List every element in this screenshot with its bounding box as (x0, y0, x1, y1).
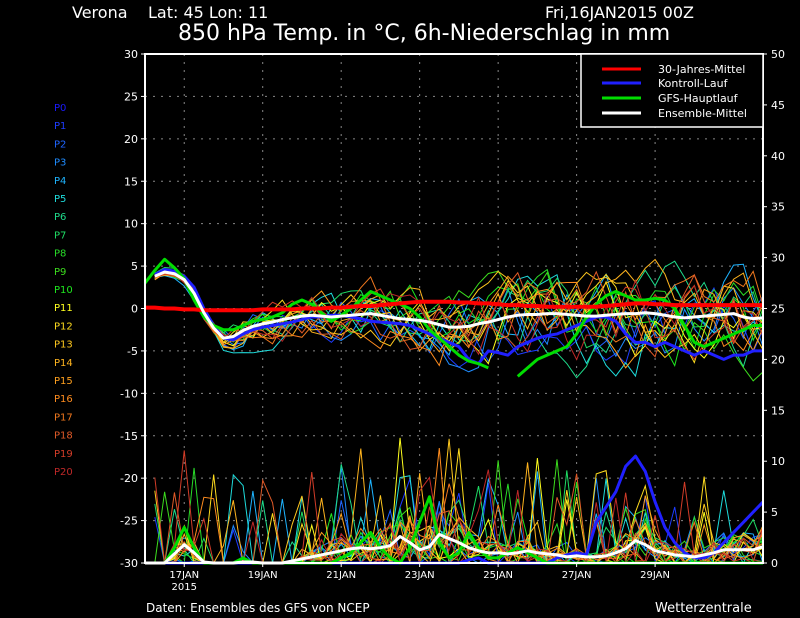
member-temp-line (154, 269, 764, 369)
member-label-p8: P8 (54, 249, 66, 260)
right-tick-label: 0 (771, 557, 778, 570)
x-tick-sublabel: 2015 (172, 582, 197, 593)
member-label-p4: P4 (54, 176, 66, 187)
x-tick-label: 25JAN (483, 570, 513, 581)
left-tick-label: 10 (124, 218, 138, 231)
right-tick-label: 45 (771, 99, 785, 112)
member-label-p14: P14 (54, 358, 73, 369)
member-label-p10: P10 (54, 285, 73, 296)
member-label-p16: P16 (54, 394, 73, 405)
left-tick-label: 25 (124, 90, 138, 103)
member-precip-line (154, 469, 764, 565)
right-tick-label: 15 (771, 404, 785, 417)
mean-temp-line (154, 270, 764, 340)
member-label-p7: P7 (54, 230, 66, 241)
member-label-p9: P9 (54, 267, 66, 278)
right-tick-label: 50 (771, 48, 785, 61)
mean-precip-line (145, 532, 764, 565)
member-label-p15: P15 (54, 376, 73, 387)
member-label-p11: P11 (54, 303, 73, 314)
member-label-p0: P0 (54, 103, 66, 114)
x-tick-label: 19JAN (248, 570, 278, 581)
legend-label-climate: 30-Jahres-Mittel (658, 63, 745, 76)
member-label-p5: P5 (54, 194, 66, 205)
location-label: Verona (72, 3, 128, 22)
member-labels: P0 P1 P2 P3 P4 P5 P6 P7 P8 P9 P10 P11 P12 P13 P14 P15 P1… (54, 103, 73, 478)
gfs-temp-line (516, 290, 763, 378)
gfs-temp-line (143, 257, 489, 370)
brand-label: Wetterzentrale (655, 601, 752, 616)
x-tick-label: 29JAN (640, 570, 670, 581)
x-tick-label: 23JAN (405, 570, 435, 581)
left-tick-label: -20 (120, 472, 138, 485)
chart-title: 850 hPa Temp. in °C, 6h-Niederschlag in … (178, 21, 670, 46)
right-tick-label: 40 (771, 150, 785, 163)
left-tick-label: -30 (120, 557, 138, 570)
legend-label-control: Kontroll-Lauf (658, 77, 729, 90)
right-tick-label: 25 (771, 303, 785, 316)
left-tick-label: 5 (131, 260, 138, 273)
control-temp-line (154, 267, 763, 366)
right-tick-label: 5 (771, 506, 778, 519)
member-temp-line (154, 273, 764, 361)
member-label-p12: P12 (54, 321, 73, 332)
grid-lines (145, 54, 763, 563)
left-axis-ticks: 30 25 20 15 10 5 0 -5 -10 -15 -20 -25 -30 (120, 48, 145, 570)
right-tick-label: 20 (771, 353, 785, 366)
left-tick-label: 20 (124, 133, 138, 146)
member-label-p13: P13 (54, 340, 73, 351)
climate-mean-line (145, 299, 763, 313)
right-tick-label: 10 (771, 455, 785, 468)
legend: 30-Jahres-Mittel Kontroll-Lauf GFS-Haupt… (580, 53, 764, 128)
left-tick-label: -10 (120, 387, 138, 400)
member-label-p17: P17 (54, 412, 73, 423)
member-label-p18: P18 (54, 431, 73, 442)
right-tick-label: 30 (771, 252, 785, 265)
legend-label-gfs: GFS-Hauptlauf (658, 92, 739, 105)
x-tick-label: 17JAN (169, 570, 199, 581)
member-label-p2: P2 (54, 139, 66, 150)
left-tick-label: -5 (127, 345, 138, 358)
member-label-p20: P20 (54, 467, 73, 478)
left-tick-label: 30 (124, 48, 138, 61)
left-tick-label: -15 (120, 430, 138, 443)
member-label-p3: P3 (54, 158, 66, 169)
legend-label-mean: Ensemble-Mittel (658, 107, 747, 120)
run-label: Fri,16JAN2015 00Z (545, 3, 694, 22)
x-tick-label: 27JAN (562, 570, 592, 581)
member-label-p19: P19 (54, 449, 73, 460)
member-label-p6: P6 (54, 212, 66, 223)
data-source: Daten: Ensembles des GFS von NCEP (146, 601, 370, 615)
left-tick-label: -25 (120, 515, 138, 528)
x-tick-label: 21JAN (326, 570, 356, 581)
left-tick-label: 0 (131, 303, 138, 316)
member-label-p1: P1 (54, 121, 66, 132)
right-tick-label: 35 (771, 201, 785, 214)
member-temp-line (154, 271, 764, 363)
left-tick-label: 15 (124, 175, 138, 188)
coords-label: Lat: 45 Lon: 11 (148, 3, 268, 22)
legend-box (580, 53, 764, 128)
